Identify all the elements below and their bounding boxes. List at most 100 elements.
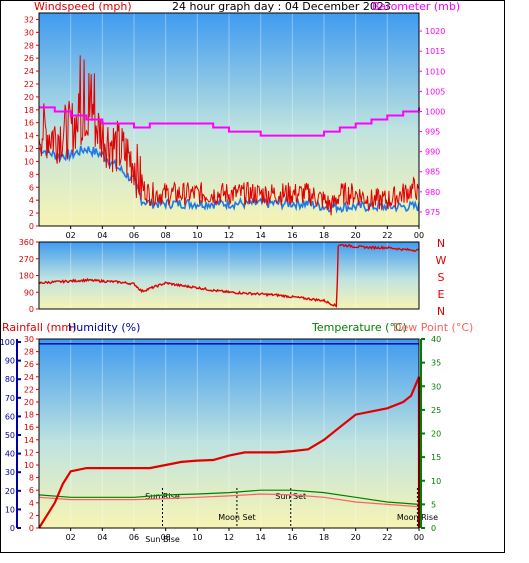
compass-label: S [438,271,445,284]
gust-series [38,145,420,214]
rainfall-tick-label: 26 [24,360,34,369]
direction-tick-label: 270 [19,255,34,264]
rainfall-tick-label: 6 [29,486,34,495]
barometer-tick-label: 1000 [425,107,445,116]
barometer-tick-label: 1015 [425,47,445,56]
direction-tick-label: 0 [29,305,34,314]
x-tick-label: 20 [351,533,361,542]
rainfall-tick-label: 2 [29,511,34,520]
direction-axis-ticks: 0 90 180 270 360 [19,238,39,314]
temperature-tick-label: 40 [431,335,441,344]
rainfall-tick-label: 0 [29,524,34,533]
rainfall-tick-label: 12 [24,448,34,457]
windspeed-tick-label: 8 [29,170,34,179]
windspeed-series [38,55,419,216]
direction-tick-label: 180 [19,272,34,281]
windspeed-tick-label: 16 [24,119,34,128]
rainfall-tick-label: 18 [24,411,34,420]
compass-label: E [438,288,445,301]
windspeed-tick-label: 2 [29,209,34,218]
barometer-tick-label: 990 [425,148,440,157]
windspeed-tick-label: 32 [24,15,34,24]
windspeed-line [38,55,419,216]
temperature-line [38,489,420,505]
humidity-tick-label: 20 [5,487,15,496]
rainfall-tick-label: 22 [24,385,34,394]
barometer-tick-label: 1005 [425,87,445,96]
dewpoint-line [38,493,420,508]
windspeed-tick-label: 24 [24,67,34,76]
x-tick-label: 18 [319,231,329,240]
x-tick-label: 02 [66,231,76,240]
windspeed-tick-label: 10 [24,157,34,166]
windspeed-tick-label: 4 [29,196,34,205]
rainfall-tick-label: 4 [29,499,34,508]
x-tick-label: 06 [129,533,139,542]
barometer-axis-ticks: 975 980 985 990 995 1000 1005 1010 1015 1020 [419,27,445,217]
direction-panel-grid [70,242,388,309]
compass-label: W [436,254,447,267]
humidity-axis-ticks: 0 10 20 30 40 50 60 70 80 90 100 [0,338,21,533]
barometer-tick-label: 985 [425,168,440,177]
windspeed-tick-label: 22 [24,80,34,89]
event-label: Sun Rise [145,492,180,501]
windspeed-tick-label: 20 [24,93,34,102]
windspeed-tick-label: 28 [24,41,34,50]
compass-label: N [437,237,445,250]
rainfall-tick-label: 16 [24,423,34,432]
x-tick-label: 16 [287,231,297,240]
windspeed-tick-label: 26 [24,54,34,63]
barometer-line [39,106,420,137]
x-tick-label: 14 [256,231,266,240]
direction-line [38,243,420,308]
humidity-tick-label: 60 [5,412,15,421]
humidity-tick-label: 0 [10,524,15,533]
rainfall-tick-label: 10 [24,461,34,470]
event-label: Moon Rise [397,513,438,522]
temperature-tick-label: 25 [431,406,441,415]
x-tick-label: 14 [256,533,266,542]
temperature-tick-label: 10 [431,477,441,486]
x-tick-label: 16 [287,533,297,542]
x-tick-label: 04 [97,533,107,542]
temperature-tick-label: 20 [431,430,441,439]
rainfall-axis-title: Rainfall (mm) [2,321,76,334]
humidity-tick-label: 30 [5,468,15,477]
barometer-series [39,106,420,137]
x-tick-label: 20 [351,231,361,240]
windspeed-axis-title: Windspeed (mph) [34,0,132,13]
x-tick-label: 22 [382,231,392,240]
rainfall-tick-label: 14 [24,436,34,445]
humidity-tick-label: 80 [5,375,15,384]
barometer-tick-label: 1020 [425,27,445,36]
x-tick-label: 10 [192,533,202,542]
rainfall-line [38,376,421,529]
rainfall-tick-label: 20 [24,398,34,407]
gust-line [38,145,420,214]
temperature-axis-title: Temperature (°C) [311,321,407,334]
x-tick-label: 22 [382,533,392,542]
temperature-tick-label: 35 [431,359,441,368]
windspeed-tick-label: 12 [24,145,34,154]
rainfall-tick-label: 28 [24,348,34,357]
rainfall-tick-label: 30 [24,335,34,344]
wind-direction-series [38,243,420,308]
barometer-tick-label: 1010 [425,67,445,76]
astro-events: Sun Rise Sun Set Moon Set Moon Rise Sun Bise [145,488,438,544]
humidity-tick-label: 90 [5,357,15,366]
direction-panel-bg [39,242,419,309]
temperature-tick-label: 5 [431,500,436,509]
dewpoint-axis-title: Dew Point (°C) [393,321,473,334]
temperature-tick-label: 15 [431,453,441,462]
x-tick-label: 18 [319,533,329,542]
temperature-tick-label: 30 [431,382,441,391]
humidity-tick-label: 100 [0,338,15,347]
rainfall-tick-label: 24 [24,373,34,382]
rainfall-tick-label: 8 [29,474,34,483]
humidity-tick-label: 70 [5,394,15,403]
barometer-tick-label: 975 [425,208,440,217]
x-tick-label: 06 [129,231,139,240]
temp-panel-x-ticks: 02 04 06 08 10 12 14 16 18 20 22 00 [66,528,424,542]
humidity-tick-label: 50 [5,431,15,440]
